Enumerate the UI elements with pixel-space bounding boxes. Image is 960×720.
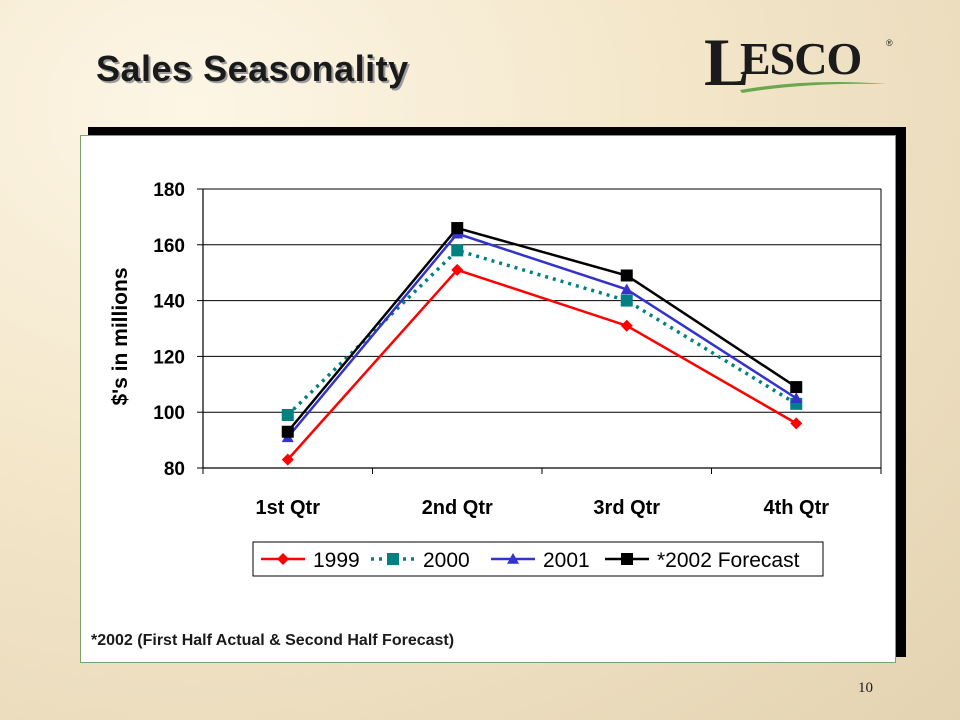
page-number: 10 xyxy=(858,680,873,696)
data-point xyxy=(620,294,633,307)
data-point xyxy=(620,283,633,295)
series-line xyxy=(286,226,797,433)
data-point xyxy=(451,263,464,276)
data-point xyxy=(790,392,803,404)
data-point xyxy=(451,244,464,257)
lesco-logo: L ESCO ® xyxy=(700,28,900,98)
data-point xyxy=(281,425,294,438)
line-chart: 80 100 120 140 160 180 1st Qtr 2nd Qtr 3rd Qtr 4t… xyxy=(109,180,882,577)
series-line xyxy=(286,232,797,439)
legend-entry-label: 1999 xyxy=(313,549,360,572)
data-point xyxy=(281,408,294,421)
legend-marker xyxy=(507,553,519,564)
data-point xyxy=(620,319,633,332)
legend-marker xyxy=(387,553,399,565)
legend-entry-label: *2002 Forecast xyxy=(657,549,800,572)
data-point xyxy=(620,269,633,282)
legend-marker xyxy=(277,553,289,565)
logo-initial: L xyxy=(704,24,750,100)
x-tick-label: 3rd Qtr xyxy=(593,497,660,519)
legend-marker xyxy=(621,553,633,565)
data-point xyxy=(790,417,803,430)
chart-footnote: *2002 (First Half Actual & Second Half F… xyxy=(91,632,455,649)
series-line xyxy=(286,268,797,461)
series-line xyxy=(286,248,798,417)
slide-title: Sales Seasonality xyxy=(96,48,409,89)
x-tick-label: 1st Qtr xyxy=(256,497,321,519)
y-tick-label: 100 xyxy=(153,403,185,424)
data-point xyxy=(451,222,464,235)
legend-entry-label: 2000 xyxy=(423,549,470,572)
y-tick-label: 120 xyxy=(153,347,185,368)
y-tick-label: 80 xyxy=(164,459,185,480)
y-tick-label: 160 xyxy=(153,236,185,257)
y-axis-label: $'s in millions xyxy=(109,267,132,405)
y-tick-label: 140 xyxy=(153,292,185,313)
x-tick-label: 2nd Qtr xyxy=(422,497,493,519)
x-tick-label: 4th Qtr xyxy=(763,497,829,519)
logo-swoosh-icon xyxy=(740,82,886,93)
logo-wordmark: ESCO xyxy=(740,33,862,84)
y-tick-label: 180 xyxy=(153,180,185,201)
registered-mark: ® xyxy=(886,38,893,48)
legend-box xyxy=(252,541,824,577)
data-point xyxy=(790,381,803,394)
legend-entry-label: 2001 xyxy=(543,549,590,572)
chart-container: 80 100 120 140 160 180 1st Qtr 2nd Qtr 3rd Qtr 4t… xyxy=(80,135,896,663)
data-point xyxy=(281,453,294,466)
